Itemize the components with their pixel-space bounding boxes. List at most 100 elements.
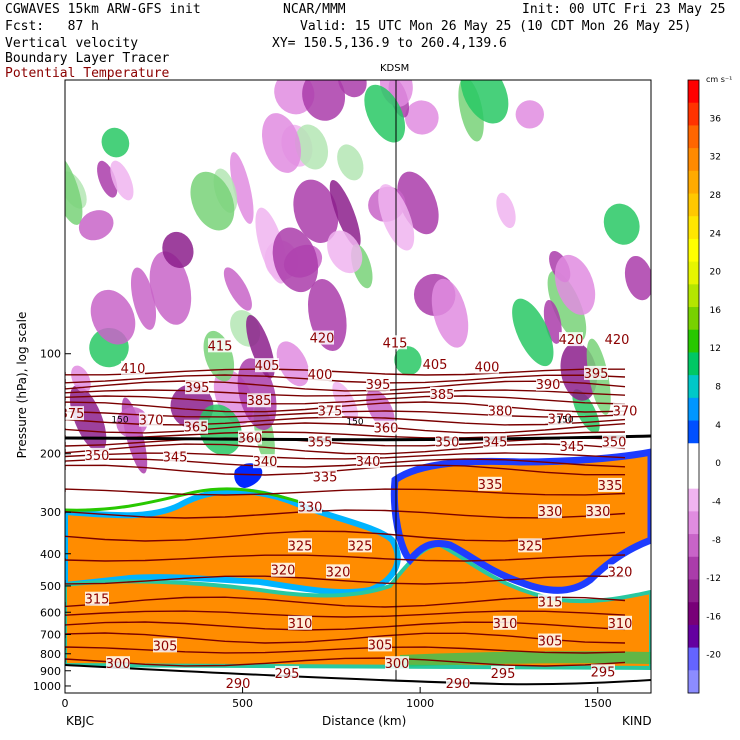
theta-label: 360 xyxy=(238,432,263,447)
colorbar-swatch xyxy=(688,261,699,285)
theta-label: 360 xyxy=(374,422,399,437)
x-tick-group: 0 500 1000 1500 xyxy=(62,687,612,710)
y-tick-label: 200 xyxy=(40,448,61,461)
theta-label: 345 xyxy=(483,435,508,450)
theta-label: 295 xyxy=(275,667,300,682)
theta-label: 335 xyxy=(313,471,338,486)
y-tick-label: 800 xyxy=(40,648,61,661)
velocity-blob xyxy=(78,210,114,241)
theta-label: 320 xyxy=(326,565,351,580)
theta-label-bg xyxy=(598,477,622,492)
theta-label-bg xyxy=(368,637,392,652)
theta-contour xyxy=(65,422,626,434)
theta-label: 335 xyxy=(598,479,623,494)
terrain xyxy=(65,665,651,693)
theta-label: 350 xyxy=(602,435,627,450)
colorbar-label: 20 xyxy=(710,268,722,278)
velocity-blob xyxy=(431,278,469,348)
theta-label: 315 xyxy=(85,593,110,608)
theta-label: 420 xyxy=(310,332,335,347)
colorbar-swatch xyxy=(688,307,699,331)
theta-contour xyxy=(65,395,626,405)
terrain-outline xyxy=(65,664,651,686)
theta-label-bg xyxy=(318,403,342,418)
theta-label-bg xyxy=(310,330,334,345)
theta-contour xyxy=(65,554,626,562)
plot-frame xyxy=(64,79,652,694)
velocity-blob xyxy=(223,267,252,311)
theta-label: 315 xyxy=(538,595,563,610)
theta-label-bg xyxy=(430,386,454,401)
theta-label-bg xyxy=(423,356,447,371)
theta-label-bg xyxy=(348,538,372,553)
blue-plume-west xyxy=(234,463,263,488)
colorbar-swatch xyxy=(688,352,699,376)
right-station-label: KIND xyxy=(622,714,652,728)
theta-label: 365 xyxy=(184,421,209,436)
colorbar-swatch xyxy=(688,397,699,422)
colorbar-label: 24 xyxy=(710,229,722,239)
theta-label: 405 xyxy=(255,359,280,374)
theta-label: 395 xyxy=(185,381,210,396)
theta-contour xyxy=(65,596,626,608)
colorbar-label: -16 xyxy=(706,612,721,622)
theta-label-bg xyxy=(560,439,584,454)
theta-label: 385 xyxy=(247,394,272,409)
x-axis-title: Distance (km) xyxy=(322,714,407,728)
theta-label-bg xyxy=(608,615,632,630)
theta-label-bg xyxy=(298,499,322,514)
theta-label: 310 xyxy=(493,617,518,632)
theta-label-bg xyxy=(385,656,409,671)
theta-label-bg xyxy=(275,665,299,680)
theta-label: 340 xyxy=(253,455,278,470)
x-tick-label: 1500 xyxy=(584,697,612,710)
theta-label-bg xyxy=(548,411,572,426)
theta-label: 320 xyxy=(271,564,296,579)
y-tick-label: 600 xyxy=(40,606,61,619)
field-label-theta: Potential Temperature xyxy=(5,66,170,81)
theta-label-bg xyxy=(475,359,499,374)
theta-label-bg xyxy=(613,403,637,418)
theta-contour xyxy=(65,389,626,397)
colorbar-frame xyxy=(687,79,700,694)
theta-label: 295 xyxy=(491,667,516,682)
colorbar-unit: cm s⁻¹ xyxy=(706,75,732,84)
colorbar-swatch xyxy=(688,488,699,512)
theta-label-bg xyxy=(608,564,632,579)
theta-label: 325 xyxy=(518,539,543,554)
colorbar-swatch xyxy=(688,556,699,580)
theta-label: 350 xyxy=(85,449,110,464)
velocity-blob xyxy=(337,144,364,181)
colorbar-swatch xyxy=(688,238,699,263)
theta-label: 325 xyxy=(288,539,313,554)
theta-label: 385 xyxy=(430,388,455,403)
theta-contour xyxy=(65,488,626,496)
x-tick-label: 500 xyxy=(232,697,253,710)
theta-label-bg xyxy=(106,656,130,671)
theta-label-bg xyxy=(605,332,629,347)
theta-label: 330 xyxy=(586,505,611,520)
theta-label-bg xyxy=(226,675,250,690)
theta-label: 340 xyxy=(356,455,381,470)
velocity-blob xyxy=(554,254,596,315)
colorbar-label: -4 xyxy=(712,497,721,507)
velocity-blob xyxy=(337,80,367,98)
theta-label-bg xyxy=(139,412,163,427)
boundary-layer-region-west xyxy=(65,488,401,596)
theta-label: 300 xyxy=(106,657,131,672)
velocity-blob xyxy=(272,227,319,293)
colorbar-swatch xyxy=(688,465,699,490)
theta-contour xyxy=(65,380,626,392)
y-tick-label: 500 xyxy=(40,580,61,593)
colorbar-swatch xyxy=(688,329,699,353)
colorbar-swatch xyxy=(688,647,699,671)
theta-contour xyxy=(65,575,626,585)
theta-label: 335 xyxy=(478,478,503,493)
y-tick-label: 400 xyxy=(40,548,61,561)
colorbar-swatch xyxy=(688,534,699,558)
theta-label-bg xyxy=(184,419,208,434)
blue-shell-west-top xyxy=(65,487,301,512)
velocity-blob xyxy=(149,251,192,325)
colorbar-label: 4 xyxy=(715,421,721,431)
